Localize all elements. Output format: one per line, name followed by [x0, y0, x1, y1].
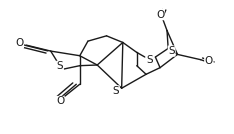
Text: S: S — [146, 55, 153, 65]
Text: S: S — [113, 86, 119, 96]
Text: O: O — [205, 56, 213, 66]
Text: S: S — [57, 61, 63, 71]
Text: O: O — [56, 96, 64, 107]
Text: O: O — [156, 10, 164, 20]
Text: O: O — [15, 38, 23, 48]
Text: S: S — [168, 46, 175, 56]
